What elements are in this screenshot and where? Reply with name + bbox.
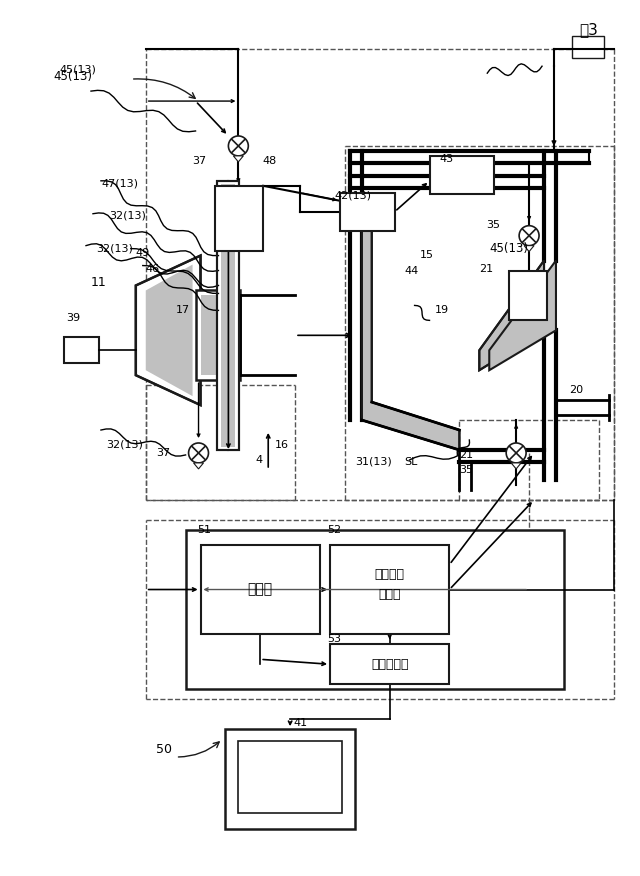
Text: 32(13): 32(13) — [106, 440, 143, 450]
Bar — [221, 184, 236, 447]
Text: 41: 41 — [293, 718, 307, 728]
Text: 32(13): 32(13) — [109, 211, 146, 221]
Polygon shape — [146, 265, 193, 396]
Text: 演算部: 演算部 — [248, 583, 273, 597]
Text: 15: 15 — [420, 250, 433, 259]
Text: 49: 49 — [136, 248, 150, 258]
Text: 45(13): 45(13) — [53, 70, 92, 82]
Text: 39: 39 — [66, 314, 80, 323]
Text: 35: 35 — [486, 220, 500, 230]
Text: 37: 37 — [156, 448, 170, 458]
Text: 32(13): 32(13) — [96, 244, 133, 254]
Polygon shape — [489, 260, 556, 371]
Circle shape — [506, 443, 526, 463]
Bar — [340, 193, 395, 230]
Text: 35: 35 — [460, 465, 474, 475]
Text: 16: 16 — [275, 440, 289, 450]
Bar — [572, 36, 604, 58]
Text: 47(13): 47(13) — [101, 179, 138, 189]
Circle shape — [189, 443, 209, 463]
Text: 表示制御部: 表示制御部 — [371, 658, 408, 671]
Bar — [196, 291, 241, 380]
Bar — [429, 156, 494, 194]
Text: 4: 4 — [255, 455, 262, 465]
Bar — [64, 337, 99, 364]
Text: 防止装置: 防止装置 — [374, 568, 404, 581]
Text: 21: 21 — [460, 450, 474, 460]
Text: 48: 48 — [262, 156, 276, 166]
Text: 51: 51 — [198, 525, 212, 534]
Text: 図3: 図3 — [579, 22, 598, 37]
Text: 37: 37 — [193, 156, 207, 166]
Text: 45(13): 45(13) — [59, 64, 96, 74]
Bar — [330, 645, 449, 684]
Bar — [186, 530, 564, 689]
Text: 17: 17 — [175, 306, 189, 315]
Polygon shape — [362, 201, 460, 450]
Text: 50: 50 — [156, 743, 172, 755]
Bar — [216, 186, 263, 251]
Text: 20: 20 — [569, 385, 583, 395]
Bar — [200, 545, 320, 634]
Bar — [200, 295, 236, 375]
Polygon shape — [479, 260, 544, 371]
Text: SL: SL — [404, 457, 418, 467]
Bar — [218, 180, 239, 450]
Text: 11: 11 — [91, 276, 107, 289]
Text: 21: 21 — [479, 264, 493, 273]
Circle shape — [519, 226, 539, 245]
Bar — [238, 741, 342, 813]
Text: 44: 44 — [404, 265, 419, 276]
Bar — [218, 180, 239, 450]
Text: 19: 19 — [435, 306, 449, 315]
Text: 53: 53 — [327, 634, 341, 645]
Bar — [330, 545, 449, 634]
Polygon shape — [136, 256, 200, 405]
Text: 43: 43 — [440, 154, 454, 164]
Bar — [225, 729, 355, 829]
Bar — [509, 271, 547, 321]
Text: 31(13): 31(13) — [355, 457, 392, 467]
Polygon shape — [511, 463, 521, 469]
Text: 46: 46 — [146, 264, 160, 273]
Circle shape — [228, 136, 248, 156]
Text: 42(13): 42(13) — [335, 191, 372, 201]
Polygon shape — [524, 245, 534, 251]
Text: 52: 52 — [327, 525, 341, 534]
Text: 45(13): 45(13) — [489, 242, 528, 255]
Polygon shape — [193, 463, 204, 469]
Polygon shape — [234, 156, 243, 162]
Text: 制御部: 制御部 — [378, 588, 401, 601]
